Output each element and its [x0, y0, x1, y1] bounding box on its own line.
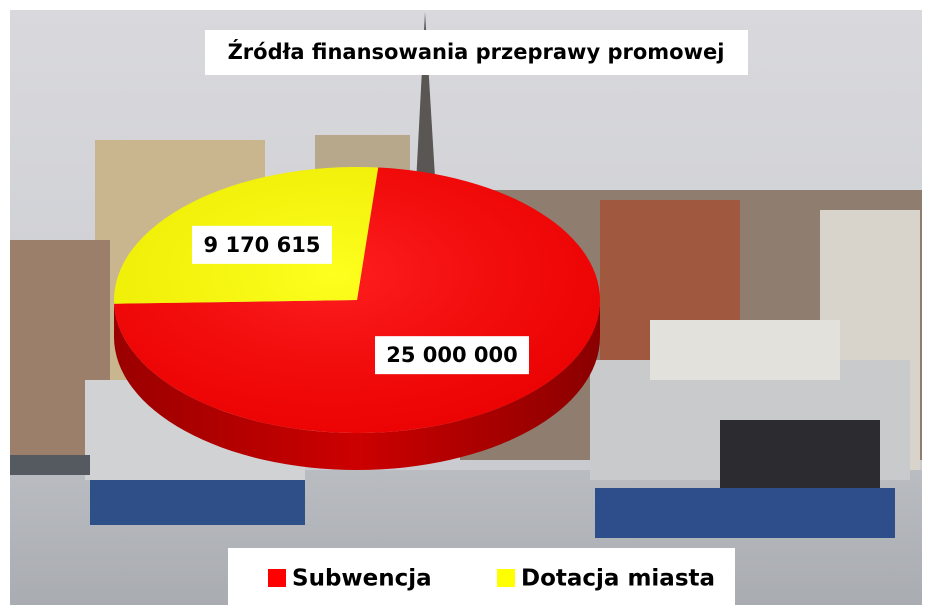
pie: 25 000 000 9 170 615	[114, 167, 601, 470]
data-label-box	[191, 225, 332, 264]
legend-swatch	[268, 569, 286, 587]
title-box	[205, 30, 748, 75]
data-label-box	[375, 336, 530, 375]
legend-box	[228, 548, 735, 605]
pie-side	[114, 300, 600, 470]
legend-label: Dotacja miasta	[521, 566, 715, 592]
chart-title: Źródła finansowania przeprawy promowej	[228, 39, 725, 64]
legend-label: Subwencja	[292, 566, 432, 592]
legend-swatch	[497, 569, 515, 587]
data-label: 9 170 615	[204, 233, 321, 257]
legend: Subwencja Dotacja miasta	[268, 566, 715, 592]
data-label: 25 000 000	[386, 343, 518, 367]
pie-shading	[114, 167, 600, 433]
